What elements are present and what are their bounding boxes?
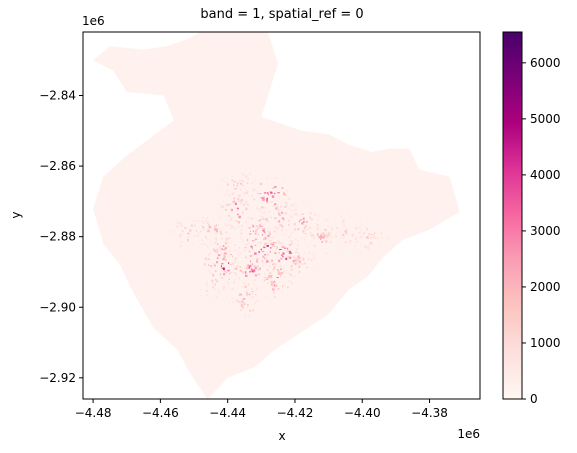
x-tick: −4.38	[411, 399, 448, 420]
colorbar-tick: 3000	[522, 224, 561, 238]
y-axis-label: y	[9, 211, 23, 218]
x-tick: −4.48	[75, 399, 112, 420]
raster-hotspot	[216, 191, 260, 230]
colorbar-tick-label: 4000	[530, 168, 561, 182]
colorbar-tick-label: 2000	[530, 280, 561, 294]
colorbar-tick-label: 1000	[530, 336, 561, 350]
y-tick: −2.84	[39, 89, 83, 103]
colorbar-ticks: 0 1000 2000 3000 4000 5000 6000	[522, 56, 561, 406]
raster-hotspot	[300, 215, 345, 258]
y-axis-offset-label: 1e6	[82, 14, 105, 28]
colorbar-tick: 2000	[522, 280, 561, 294]
colorbar-tick-label: 6000	[530, 56, 561, 70]
x-tick: −4.46	[142, 399, 179, 420]
x-tick-label: −4.40	[344, 406, 381, 420]
colorbar-tick-label: 5000	[530, 112, 561, 126]
x-tick: −4.44	[209, 399, 246, 420]
colorbar-tick-label: 0	[530, 392, 538, 406]
raster-hotspot	[190, 211, 234, 252]
y-tick-label: −2.92	[39, 371, 76, 385]
raster-hotspot	[351, 217, 389, 258]
x-tick-label: −4.38	[411, 406, 448, 420]
x-tick-label: −4.46	[142, 406, 179, 420]
x-axis-label: x	[278, 429, 285, 443]
colorbar-tick: 5000	[522, 112, 561, 126]
raster-hotspot	[282, 204, 326, 246]
x-tick-label: −4.48	[75, 406, 112, 420]
x-tick: −4.42	[277, 399, 314, 420]
raster-hotspot	[246, 177, 291, 218]
colorbar-tick: 4000	[522, 168, 561, 182]
y-axis-ticks: −2.84 −2.86 −2.88 −2.90 −2.92	[39, 89, 83, 385]
y-tick: −2.92	[39, 371, 83, 385]
x-tick-label: −4.44	[209, 406, 246, 420]
x-tick-label: −4.42	[277, 406, 314, 420]
y-tick: −2.86	[39, 159, 83, 173]
colorbar-frame	[502, 31, 523, 400]
plot-frame	[82, 31, 481, 400]
colorbar-tick-label: 3000	[530, 224, 561, 238]
x-axis-offset-label: 1e6	[457, 427, 480, 441]
y-tick: −2.88	[39, 230, 83, 244]
colorbar-tick: 6000	[522, 56, 561, 70]
raster-hotspot	[167, 212, 208, 256]
x-tick: −4.40	[344, 399, 381, 420]
colorbar-tick: 0	[522, 392, 538, 406]
chart-title: band = 1, spatial_ref = 0	[200, 7, 363, 22]
raster-region	[93, 32, 460, 399]
x-axis-ticks: −4.48 −4.46 −4.44 −4.42 −4.40 −4.38	[75, 399, 448, 420]
y-tick-label: −2.90	[39, 300, 76, 314]
colorbar-tick: 1000	[522, 336, 561, 350]
y-tick-label: −2.88	[39, 230, 76, 244]
y-tick-label: −2.84	[39, 89, 76, 103]
y-tick-label: −2.86	[39, 159, 76, 173]
raster-hotspot	[261, 232, 305, 277]
y-tick: −2.90	[39, 300, 83, 314]
raster-image	[93, 32, 460, 399]
raster-hotspot	[223, 277, 265, 319]
colorbar	[503, 32, 522, 399]
raster-hotspot	[219, 169, 261, 207]
raster-hotspot	[200, 245, 243, 287]
raster-hotspot	[274, 239, 316, 277]
